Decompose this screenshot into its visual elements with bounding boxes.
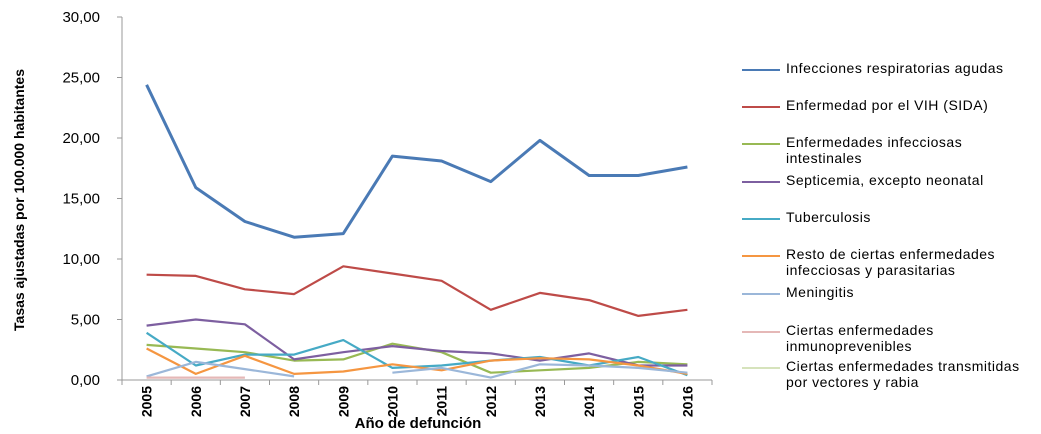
legend-item: Enfermedad por el VIH (SIDA) [742, 97, 1041, 113]
y-axis-title: Tasas ajustadas por 100.000 habitantes [11, 69, 27, 331]
y-tick-label: 5,00 [71, 312, 100, 329]
x-tick-label: 2015 [630, 386, 646, 417]
legend-item: Tuberculosis [742, 209, 1041, 225]
legend-item: Meningitis [742, 284, 1041, 300]
legend-label: Tuberculosis [786, 209, 871, 225]
legend-swatch [742, 293, 780, 295]
legend-swatch [742, 69, 780, 71]
series-line [146, 318, 688, 367]
series-line [392, 363, 688, 379]
legend-label: Enfermedad por el VIH (SIDA) [786, 97, 989, 113]
legend-swatch [742, 218, 780, 220]
series-line [146, 265, 688, 317]
series-line [145, 331, 688, 377]
legend-swatch [742, 106, 780, 108]
series-line [146, 360, 295, 378]
x-tick-label: 2006 [188, 386, 204, 417]
legend-label: Resto de ciertas enfermedades infecciosa… [786, 246, 996, 278]
y-tick-label: 30,00 [62, 9, 100, 26]
legend-item: Infecciones respiratorias agudas [742, 60, 1041, 76]
legend-label: Septicemia, excepto neonatal [786, 172, 984, 188]
legend-item: Septicemia, excepto neonatal [742, 172, 1041, 188]
legend-swatch [742, 331, 780, 333]
x-tick-label: 2005 [139, 386, 155, 417]
legend-label: Enfermedades infecciosas intestinales [786, 134, 963, 166]
y-tick-label: 10,00 [62, 251, 100, 268]
legend-swatch [742, 181, 780, 183]
x-tick-label: 2016 [679, 386, 695, 417]
legend-label: Infecciones respiratorias agudas [786, 60, 1004, 76]
legend-swatch [742, 255, 780, 257]
x-tick-label: 2008 [286, 386, 302, 417]
series-line [145, 84, 688, 239]
x-tick-label: 2014 [581, 386, 597, 417]
legend-item: Ciertas enfermedades transmitidas por ve… [742, 358, 1041, 390]
legend-label: Ciertas enfermedades transmitidas por ve… [786, 358, 1020, 390]
series-line [146, 347, 688, 375]
x-axis-title: Año de defunción [355, 415, 482, 432]
y-tick-label: 0,00 [71, 372, 100, 389]
x-tick-label: 2011 [434, 386, 450, 417]
x-tick-label: 2010 [384, 386, 400, 417]
legend-item: Ciertas enfermedades inmunoprevenibles [742, 322, 1041, 354]
legend-label: Ciertas enfermedades inmunoprevenibles [786, 322, 934, 354]
legend-swatch [742, 367, 780, 369]
y-tick-label: 25,00 [62, 70, 100, 87]
x-tick-label: 2012 [483, 386, 499, 417]
y-tick-label: 15,00 [62, 191, 100, 208]
legend-item: Enfermedades infecciosas intestinales [742, 134, 1041, 166]
legend-swatch [742, 143, 780, 145]
x-tick-label: 2007 [237, 386, 253, 417]
legend-label: Meningitis [786, 284, 855, 300]
y-tick-label: 20,00 [62, 130, 100, 147]
x-tick-label: 2009 [335, 386, 351, 417]
x-tick-label: 2013 [532, 386, 548, 417]
legend-item: Resto de ciertas enfermedades infecciosa… [742, 246, 1041, 278]
